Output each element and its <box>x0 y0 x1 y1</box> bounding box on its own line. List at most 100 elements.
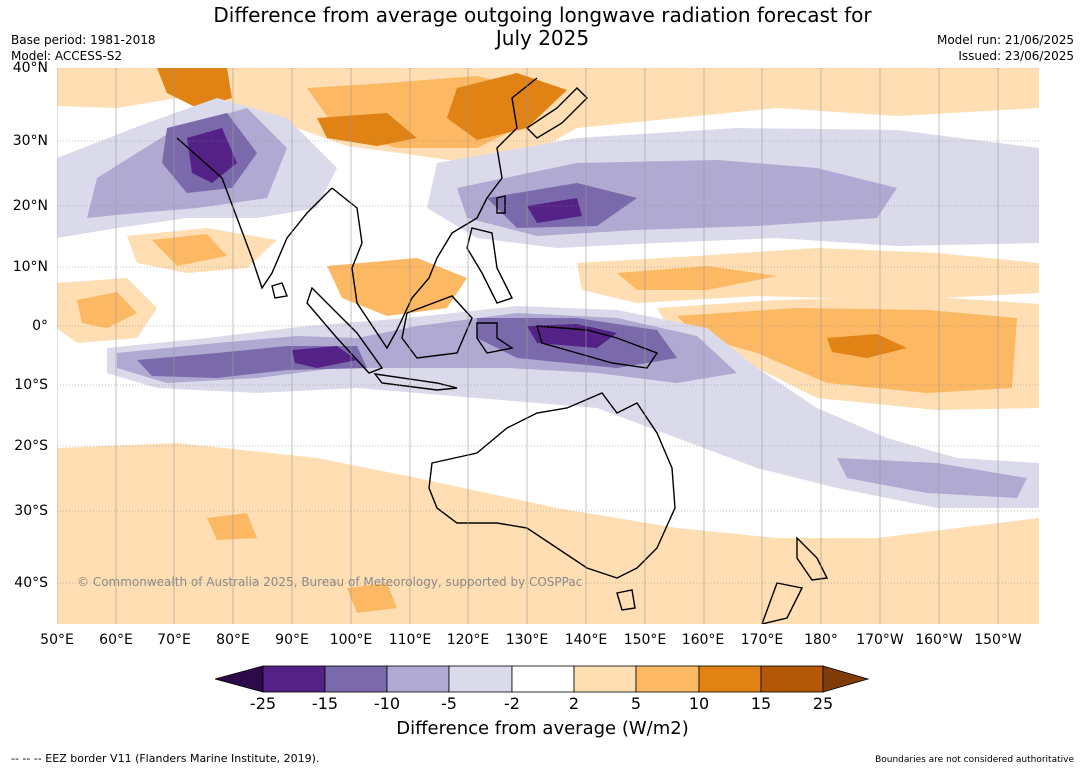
south-china-sea-positive <box>327 258 467 316</box>
se-asia-coast <box>331 187 488 350</box>
lon-label-120e: 120°E <box>446 632 490 648</box>
south-pacific-negative-strong <box>837 458 1027 498</box>
colorbar-bin-4 <box>448 665 513 693</box>
lon-label-160w: 160°W <box>915 632 963 648</box>
colorbar-tick-minus5: -5 <box>441 694 457 713</box>
positive-anomaly-regions <box>57 68 1039 624</box>
sri-lanka <box>271 282 288 299</box>
colorbar-tick-minus25: -25 <box>249 694 277 713</box>
north-asia-positive <box>57 68 1039 164</box>
lon-label-60e: 60°E <box>99 632 133 648</box>
lon-label-130e: 130°E <box>505 632 549 648</box>
lat-label-10s: 10°S <box>14 377 48 393</box>
coastlines <box>176 77 829 624</box>
colorbar-tick-minus15: -15 <box>311 694 339 713</box>
lat-label-30n: 30°N <box>12 133 48 149</box>
colorbar-bin-2 <box>324 665 388 693</box>
australia-coast <box>428 392 676 579</box>
lon-label-170e: 170°E <box>740 632 784 648</box>
lon-label-170w: 170°W <box>856 632 904 648</box>
taiwan <box>496 195 506 214</box>
anomaly-map <box>57 68 1039 624</box>
arabian-sea-positive-core <box>77 292 137 328</box>
map-title: Difference from average outgoing longwav… <box>0 4 1085 50</box>
title-line-2: July 2025 <box>495 26 590 50</box>
colorbar-under-arrow <box>215 665 264 693</box>
colorbar-tick-minus10: -10 <box>373 694 401 713</box>
lat-label-equator: 0° <box>32 318 48 334</box>
colorbar-tick-minus2: -2 <box>504 694 520 713</box>
philippine-sea-negative-core <box>527 198 582 223</box>
new-guinea-negative-core <box>527 324 617 348</box>
colorbar-tick-10: 10 <box>688 694 710 713</box>
colorbar <box>215 665 870 693</box>
japan <box>525 87 588 139</box>
lon-label-90e: 90°E <box>275 632 309 648</box>
new-zealand-south <box>761 582 804 624</box>
colorbar-over-arrow <box>822 665 870 693</box>
issued-date: Issued: 23/06/2025 <box>958 49 1074 63</box>
china-strong-core <box>317 113 417 146</box>
model-run: Model run: 21/06/2025 <box>936 33 1074 47</box>
colorbar-tick-15: 15 <box>750 694 772 713</box>
colorbar-tick-2: 2 <box>568 694 580 713</box>
lon-label-110e: 110°E <box>388 632 432 648</box>
model-info: Base period: 1981-2018 Model: ACCESS-S2 <box>11 32 156 64</box>
meridians <box>57 68 999 624</box>
borneo <box>401 295 473 359</box>
lat-label-30s: 30°S <box>14 503 48 519</box>
lon-label-180: 180° <box>804 632 838 648</box>
colorbar-bin-5 <box>511 665 575 693</box>
china-coast <box>486 77 538 199</box>
colorbar-title: Difference from average (W/m2) <box>396 718 689 739</box>
new-zealand-north <box>796 536 829 581</box>
southern-positive-core-2 <box>207 513 257 540</box>
run-info: Model run: 21/06/2025 Issued: 23/06/2025 <box>937 32 1074 64</box>
lon-label-150w: 150°W <box>974 632 1022 648</box>
japan-strong-core <box>447 73 567 140</box>
southern-ocean-positive <box>57 443 1039 624</box>
lon-label-140e: 140°E <box>564 632 608 648</box>
west-pacific-positive-core <box>617 266 777 290</box>
southern-positive-core-1 <box>347 583 397 613</box>
lon-label-150e: 150°E <box>623 632 667 648</box>
lon-label-160e: 160°E <box>681 632 725 648</box>
colorbar-bin-6 <box>573 665 637 693</box>
colorbar-bin-8 <box>698 665 762 693</box>
colorbar-bin-7 <box>635 665 700 693</box>
lon-label-50e: 50°E <box>40 632 74 648</box>
lat-label-10n: 10°N <box>12 259 48 275</box>
sulawesi <box>476 322 514 354</box>
india-negative-core <box>187 128 237 183</box>
new-guinea <box>536 325 659 369</box>
central-pacific-strong-core <box>827 334 907 358</box>
map-canvas <box>57 68 1039 624</box>
colorbar-bin-1 <box>262 665 326 693</box>
eez-border-note: -- -- -- EEZ border V11 (Flanders Marine… <box>11 752 320 765</box>
lat-label-40n: 40°N <box>12 60 48 76</box>
colorbar-bin-3 <box>386 665 450 693</box>
lon-label-70e: 70°E <box>157 632 191 648</box>
java <box>373 373 458 391</box>
lon-label-80e: 80°E <box>216 632 250 648</box>
india-positive-core <box>152 234 227 266</box>
title-line-1: Difference from average outgoing longwav… <box>213 3 872 27</box>
lat-label-20n: 20°N <box>12 198 48 214</box>
tasmania-coast <box>616 589 636 611</box>
india-coast <box>176 137 333 290</box>
boundary-disclaimer: Boundaries are not considered authoritat… <box>875 755 1074 765</box>
lat-label-40s: 40°S <box>14 575 48 591</box>
indian-ocean-negative-core <box>292 346 357 368</box>
negative-anomaly-regions <box>57 98 1039 508</box>
lon-label-100e: 100°E <box>329 632 373 648</box>
lat-label-20s: 20°S <box>14 438 48 454</box>
base-period: Base period: 1981-2018 <box>11 33 156 47</box>
philippines <box>466 227 513 304</box>
sumatra <box>306 286 384 374</box>
himalaya-positive <box>157 68 232 108</box>
colorbar-bin-9 <box>760 665 824 693</box>
colorbar-tick-25: 25 <box>812 694 834 713</box>
model-name: Model: ACCESS-S2 <box>11 49 123 63</box>
copyright-credit: © Commonwealth of Australia 2025, Bureau… <box>77 575 583 589</box>
colorbar-tick-5: 5 <box>630 694 642 713</box>
